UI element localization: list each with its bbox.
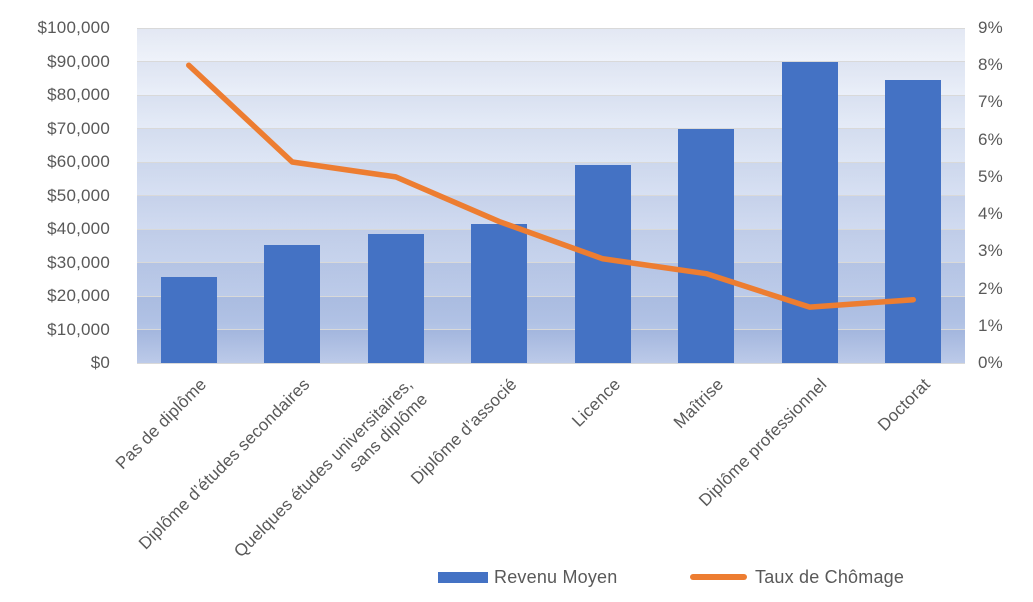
y-tick-label-right: 6% [978, 129, 1003, 149]
gridline [137, 27, 965, 29]
y-tick-label-right: 7% [978, 92, 1003, 112]
gridline [137, 61, 965, 62]
y-tick-label-right: 9% [978, 18, 1003, 37]
y-tick-label-right: 4% [978, 204, 1003, 224]
gridline [137, 195, 965, 196]
y-tick-label-right: 5% [978, 166, 1003, 186]
y-tick-label-left: $30,000 [47, 252, 110, 272]
gridline [137, 295, 965, 297]
bar-4[interactable] [471, 224, 528, 363]
bar-2[interactable] [264, 244, 321, 363]
line-swatch-icon [690, 574, 747, 580]
y-tick-label-left: $60,000 [47, 152, 110, 171]
legend-label-taux-de-chomage: Taux de Chômage [755, 567, 905, 587]
y-tick-label-left: $70,000 [47, 118, 110, 138]
line-series-taux-de-chomage [186, 62, 916, 310]
y-tick-label-left: $80,000 [47, 85, 110, 104]
x-axis-label-3: Quelques études universitaires, sans dipl… [230, 374, 432, 561]
legend-item-taux-de-chomage[interactable]: Taux de Chômage [690, 565, 904, 589]
gridline [137, 329, 965, 330]
gridline [137, 362, 965, 364]
bar-8[interactable] [885, 80, 942, 363]
y-tick-label-right: 3% [978, 241, 1003, 261]
y-tick-label-left: $40,000 [47, 219, 110, 238]
gridline [137, 128, 965, 129]
unemployment-line[interactable] [186, 62, 916, 310]
bar-6[interactable] [678, 129, 735, 363]
x-axis-label-5: Licence [568, 374, 624, 431]
y-tick-label-left: $10,000 [47, 319, 110, 339]
bar-1[interactable] [160, 277, 217, 363]
y-tick-label-right: 1% [978, 315, 1003, 335]
x-axis-label-1: Pas de diplôme [111, 374, 210, 473]
plot-area [137, 27, 965, 364]
y-tick-label-left: $100,000 [37, 18, 110, 37]
y-tick-label-left: $50,000 [47, 185, 110, 205]
x-axis-label-6: Maîtrise [670, 374, 728, 433]
legend-label-revenu-moyen: Revenu Moyen [494, 567, 618, 587]
x-axis-label-4: Diplôme d’associé [407, 374, 521, 489]
gridline [137, 94, 965, 96]
bar-3[interactable] [367, 234, 424, 363]
gridline [137, 161, 965, 163]
y-tick-label-right: 0% [978, 353, 1003, 372]
gridline [137, 262, 965, 263]
bar-swatch-icon [438, 571, 488, 583]
y-tick-label-left: $20,000 [47, 286, 110, 305]
legend-item-revenu-moyen[interactable]: Revenu Moyen [438, 565, 617, 589]
y-tick-label-left: $90,000 [47, 51, 110, 71]
y-tick-label-right: 2% [978, 278, 1003, 298]
gridline [137, 228, 965, 230]
x-axis-label-8: Doctorat [874, 374, 935, 435]
bar-7[interactable] [781, 61, 838, 363]
y-tick-label-right: 8% [978, 55, 1003, 75]
y-tick-label-left: $0 [90, 353, 110, 372]
